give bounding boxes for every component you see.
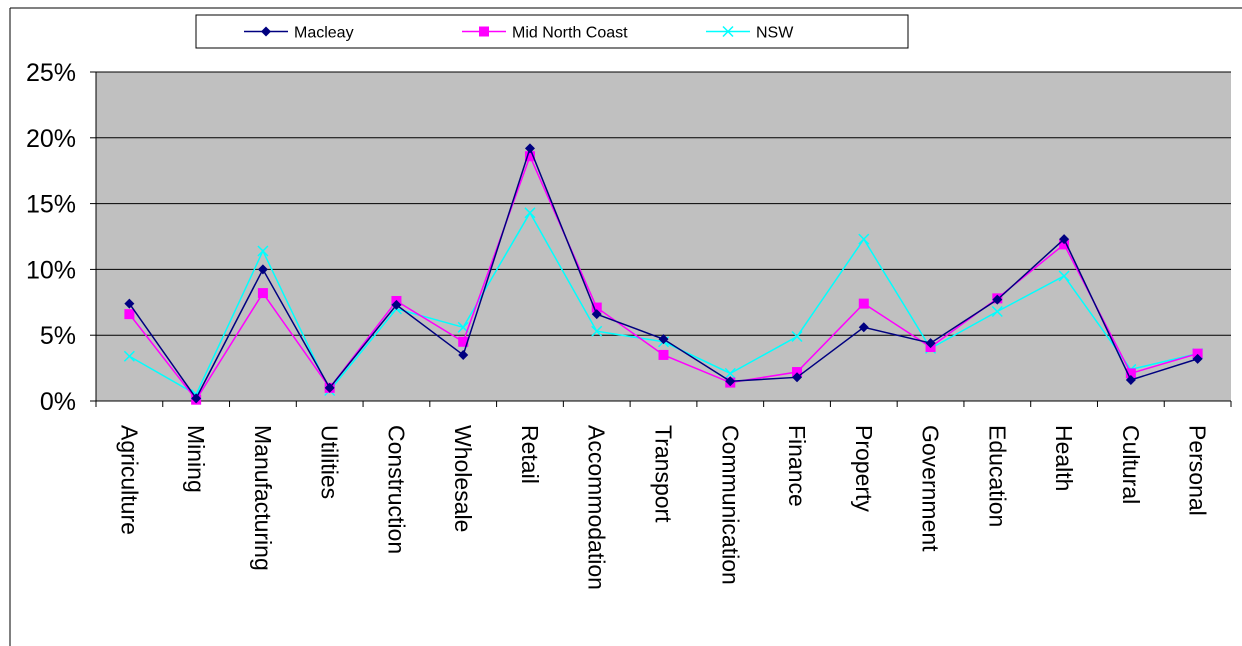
x-tick-label: Construction: [383, 425, 409, 554]
y-tick-label: 25%: [26, 59, 76, 87]
data-point: [391, 299, 402, 310]
data-point: [725, 376, 736, 387]
data-point: [191, 393, 202, 404]
data-point: [792, 372, 803, 383]
data-point: [925, 338, 936, 349]
legend-label: NSW: [756, 25, 794, 42]
data-point: [124, 298, 135, 309]
data-point: [524, 143, 535, 154]
x-tick-label: Utilities: [317, 425, 343, 499]
data-point: [458, 349, 469, 360]
data-point: [858, 298, 869, 309]
data-point: [991, 305, 1003, 318]
data-point: [658, 334, 669, 345]
plot-background: [96, 72, 1231, 401]
series-group: [123, 143, 1204, 405]
legend-marker: [479, 26, 489, 37]
legend-label: Mid North Coast: [512, 25, 628, 42]
data-point: [858, 233, 870, 245]
legend: Macleay Mid North Coast NSW: [195, 14, 909, 49]
x-tick-label: Property: [851, 425, 877, 512]
axes: 0% 5% 10% 15% 20% 25% Agriculture Mining Manufac…: [26, 59, 1232, 590]
data-point: [591, 302, 602, 313]
y-tick-label: 20%: [26, 125, 76, 153]
data-point: [1192, 348, 1203, 359]
x-tick-label: Personal: [1185, 425, 1211, 516]
x-tick-label: Transport: [651, 425, 677, 523]
data-point: [1059, 234, 1070, 245]
x-tick-label: Health: [1051, 425, 1077, 491]
data-point: [123, 350, 135, 362]
x-tick-label: Accommodation: [584, 425, 610, 590]
legend-label: Macleay: [294, 25, 354, 42]
y-tick-label: 10%: [26, 256, 76, 284]
y-tick-label: 5%: [40, 322, 76, 350]
x-tick-label: Retail: [517, 425, 543, 484]
x-tick-label: Wholesale: [450, 425, 476, 532]
data-point: [1192, 353, 1203, 364]
data-point: [591, 309, 602, 320]
legend-marker: [722, 25, 734, 38]
data-point: [1125, 374, 1136, 385]
x-tick-label: Cultural: [1118, 425, 1144, 504]
data-point: [1058, 270, 1070, 282]
data-point: [591, 325, 603, 337]
data-point: [1125, 368, 1136, 379]
x-tick-label: Education: [984, 425, 1010, 527]
data-point: [524, 207, 536, 219]
data-point: [257, 245, 269, 257]
data-point: [858, 322, 869, 333]
x-tick-label: Finance: [784, 425, 810, 507]
x-tick-label: Government: [918, 425, 944, 552]
data-point: [257, 264, 268, 275]
x-tick-label: Communication: [717, 425, 743, 585]
legend-item: Mid North Coast: [462, 25, 628, 42]
data-point: [324, 382, 335, 393]
data-point: [1059, 239, 1070, 250]
data-point: [458, 336, 469, 347]
legend-item: Macleay: [244, 25, 354, 42]
series-macleay: [124, 143, 1203, 404]
x-tick-label: Manufacturing: [250, 425, 276, 571]
y-tick-label: 0%: [40, 388, 76, 416]
data-point: [124, 309, 135, 320]
data-point: [792, 367, 803, 378]
data-point: [992, 294, 1003, 305]
data-point: [524, 151, 535, 162]
data-point: [791, 330, 803, 343]
x-tick-label: Mining: [183, 425, 209, 493]
x-tick-label: Agriculture: [116, 425, 142, 535]
legend-box: [195, 14, 909, 49]
data-point: [658, 349, 669, 360]
data-point: [257, 288, 268, 299]
legend-marker: [261, 26, 271, 37]
legend-item: NSW: [706, 25, 794, 42]
data-point: [724, 367, 736, 379]
y-tick-label: 15%: [26, 191, 76, 219]
